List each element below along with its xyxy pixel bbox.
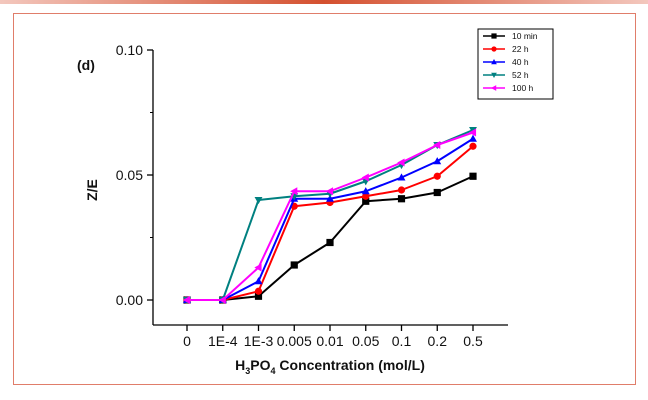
data-point	[254, 292, 263, 300]
figure-frame	[13, 13, 636, 385]
y-tick-label: 0.05	[116, 167, 143, 183]
legend-marker	[491, 59, 497, 65]
series-line	[187, 131, 474, 301]
data-point	[218, 296, 226, 304]
x-tick-label: 1E-4	[208, 333, 238, 349]
top-accent-bar	[0, 0, 648, 4]
legend-marker	[491, 85, 497, 91]
data-point	[397, 186, 406, 194]
series-52-h	[183, 126, 477, 305]
y-axis-title: Z/E	[84, 179, 100, 201]
x-tick-label: 0	[183, 333, 191, 349]
y-tick-label: 0.10	[116, 42, 143, 58]
data-point	[325, 187, 334, 196]
legend-label: 10 min	[512, 31, 538, 41]
x-tick-label: 1E-3	[244, 333, 274, 349]
series-40-h	[183, 134, 477, 304]
series-line	[187, 145, 474, 301]
series-line	[187, 137, 474, 301]
data-point	[433, 172, 441, 180]
data-point	[290, 187, 298, 196]
y-tick-label: 0.00	[116, 292, 143, 308]
data-point	[433, 141, 441, 149]
axes	[152, 50, 508, 326]
data-point	[469, 142, 477, 150]
legend-marker	[491, 72, 497, 78]
data-point	[433, 188, 441, 197]
x-axis-title: H3PO4 Concentration (mol/L)	[235, 357, 425, 376]
series-100-h	[182, 128, 477, 304]
data-point	[326, 194, 334, 202]
x-ticks: 0 1E-4 1E-3 0.005 0.01 0.05 0.1 0.2 0.5	[183, 325, 483, 349]
series-22-h	[183, 142, 477, 304]
series-group	[182, 126, 477, 305]
series-line	[187, 129, 474, 301]
data-point	[362, 192, 370, 200]
data-point	[468, 128, 477, 137]
legend-label: 22 h	[512, 44, 529, 54]
x-tick-label: 0.01	[316, 333, 343, 349]
data-point	[433, 157, 442, 165]
data-point	[361, 173, 369, 182]
y-ticks: 0.00 0.05 0.10	[116, 42, 153, 308]
data-point	[326, 238, 334, 247]
data-point	[469, 172, 477, 180]
x-tick-label: 0.2	[428, 333, 448, 349]
data-point	[362, 197, 370, 205]
legend: 10 min 22 h 40 h 52 h 100 h	[477, 28, 554, 100]
data-point	[254, 287, 263, 295]
data-point	[290, 261, 298, 269]
x-tick-label: 0.5	[463, 333, 483, 349]
data-point	[254, 277, 263, 285]
data-point	[469, 134, 477, 142]
legend-label: 40 h	[512, 57, 529, 67]
data-point	[182, 296, 191, 304]
legend-label: 52 h	[512, 70, 529, 80]
data-point	[397, 173, 406, 181]
legend-marker	[491, 33, 497, 39]
data-point	[397, 195, 406, 203]
legend-marker	[491, 46, 497, 52]
x-tick-label: 0.005	[277, 333, 312, 349]
data-point	[254, 263, 262, 272]
x-tick-label: 0.05	[352, 333, 379, 349]
data-point	[361, 187, 370, 195]
x-tick-label: 0.1	[392, 333, 412, 349]
data-point	[254, 196, 263, 205]
legend-label: 100 h	[512, 83, 534, 93]
panel-label: (d)	[77, 57, 95, 73]
data-point	[397, 158, 405, 167]
